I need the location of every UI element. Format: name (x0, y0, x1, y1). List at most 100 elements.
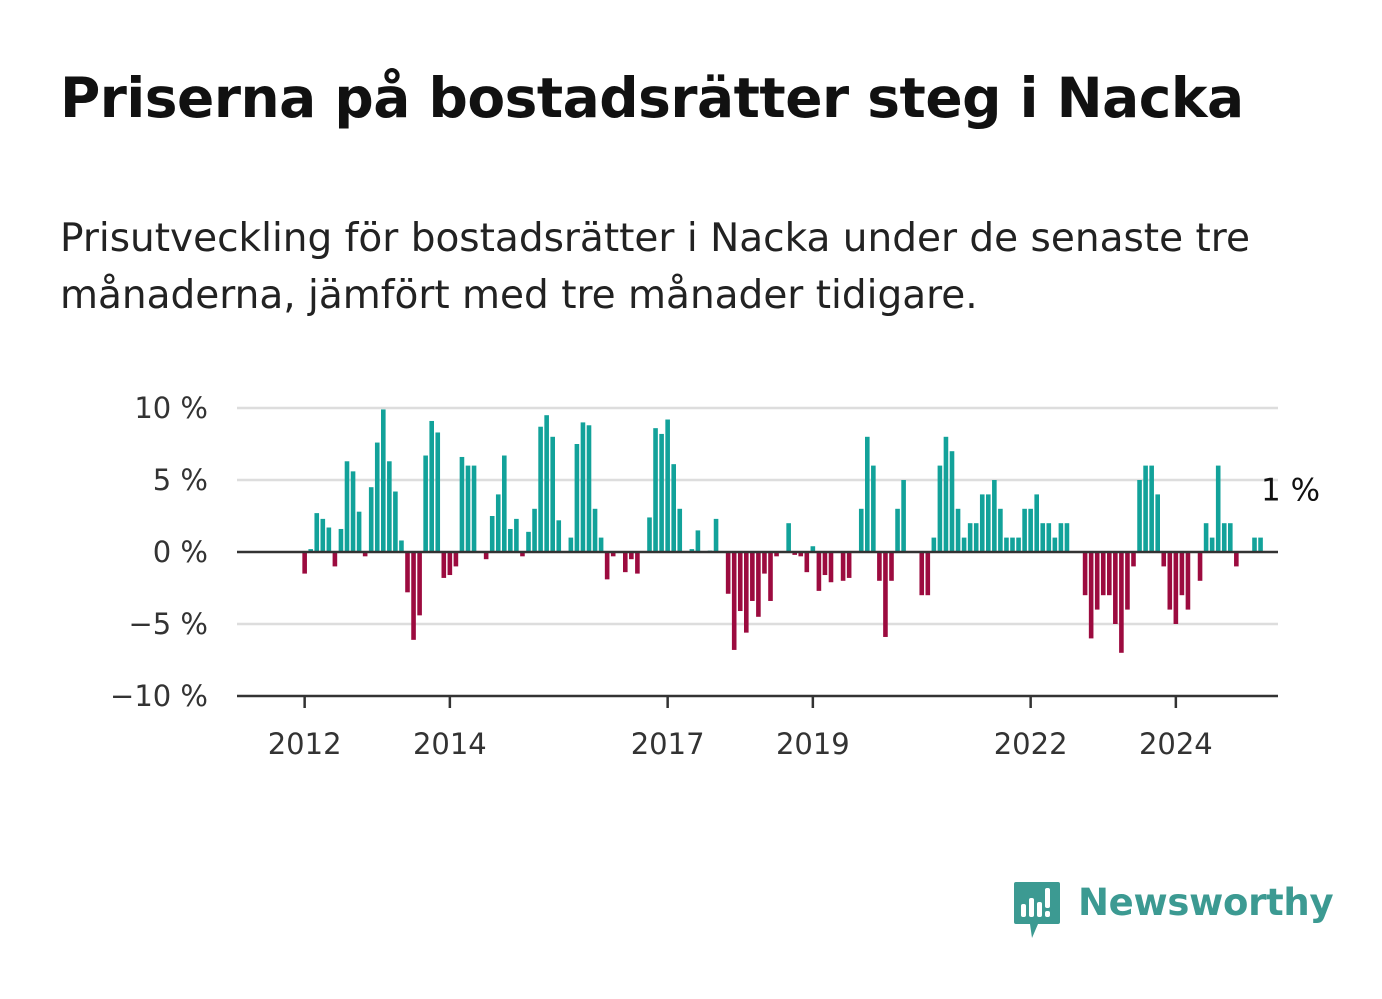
bar (786, 523, 791, 552)
bar (629, 552, 634, 560)
bar (447, 552, 453, 576)
bar (774, 552, 779, 557)
bar (828, 552, 834, 583)
bar (1010, 537, 1015, 552)
x-axis-labels: 2012 2014 2017 2019 2022 2024 (268, 696, 1213, 761)
bar (973, 523, 979, 552)
bar (1004, 537, 1009, 552)
bar (338, 528, 344, 552)
bar (713, 518, 719, 552)
bar (574, 444, 580, 552)
bar (1034, 494, 1039, 552)
bar (737, 552, 743, 612)
bar (387, 461, 392, 552)
bar (865, 436, 870, 552)
bar (992, 480, 997, 552)
bar (508, 528, 513, 552)
y-tick-label: 10 % (134, 391, 208, 425)
bar (768, 552, 773, 601)
bar (792, 552, 797, 555)
bar (816, 552, 822, 591)
x-tick-label: 2019 (776, 727, 850, 761)
bar (635, 552, 640, 574)
bar (1125, 552, 1130, 610)
bar (750, 552, 755, 601)
x-tick-label: 2012 (268, 727, 342, 761)
bar (986, 494, 991, 552)
bar (514, 518, 519, 552)
bar (538, 426, 543, 552)
bar (544, 415, 549, 552)
bar (937, 465, 943, 552)
bar (810, 546, 816, 552)
bar (1155, 494, 1160, 552)
bar (532, 508, 537, 552)
bar (368, 487, 374, 552)
bar (744, 552, 749, 633)
bar (1088, 552, 1094, 639)
bar (1173, 552, 1179, 624)
bar (332, 552, 338, 567)
bar (883, 552, 888, 637)
bar (689, 549, 695, 552)
bar (1161, 552, 1167, 567)
y-tick-label: −5 % (128, 607, 208, 641)
bar (1094, 552, 1100, 610)
bar (925, 552, 931, 596)
grid-lines (237, 406, 1278, 626)
last-value-label: 1 % (1261, 473, 1320, 509)
bar (1064, 523, 1070, 552)
bar (756, 552, 761, 617)
bar (1058, 523, 1064, 552)
bar (435, 432, 441, 552)
bar (840, 552, 846, 581)
bar (623, 552, 628, 573)
newsworthy-logo: Newsworthy (1012, 880, 1334, 940)
y-tick-label: −10 % (110, 679, 208, 713)
chart-subtitle: Prisutveckling för bostadsrätter i Nacka… (60, 216, 1250, 318)
bar (374, 442, 380, 552)
x-tick-label: 2017 (631, 727, 705, 761)
bar (1167, 552, 1173, 610)
bar (308, 549, 313, 552)
bar (465, 465, 471, 552)
bar (453, 552, 459, 567)
bar (725, 552, 731, 594)
bar (381, 409, 386, 552)
bar (417, 552, 422, 616)
bar (1228, 523, 1233, 552)
chart-title: Priserna på bostadsrätter steg i Nacka (60, 66, 1244, 130)
bar (568, 537, 574, 552)
y-axis-labels: 10 % 5 % 0 % −5 % −10 % (110, 391, 208, 713)
bar (877, 552, 882, 581)
bar (901, 480, 906, 552)
x-tick-label: 2022 (994, 727, 1068, 761)
bar (1221, 523, 1227, 552)
bar (895, 508, 900, 552)
bar (550, 436, 555, 552)
bar (314, 513, 320, 552)
bar (955, 508, 961, 552)
bar (1100, 552, 1106, 596)
bar (967, 523, 973, 552)
bar (762, 552, 767, 574)
bar (495, 494, 501, 552)
bars (302, 409, 1263, 653)
bar (459, 456, 465, 552)
bar (1215, 465, 1221, 552)
bar (804, 552, 810, 573)
axes (237, 550, 1278, 698)
bar (344, 461, 350, 552)
bar (556, 520, 562, 552)
bar (1119, 552, 1124, 653)
bar (1022, 508, 1027, 552)
bar (441, 552, 447, 578)
bar (489, 516, 495, 552)
bar (502, 455, 507, 552)
bar (1131, 552, 1136, 567)
bar (1082, 552, 1088, 596)
bar (580, 422, 586, 552)
bar (326, 527, 332, 552)
x-tick-label: 2024 (1139, 727, 1213, 761)
